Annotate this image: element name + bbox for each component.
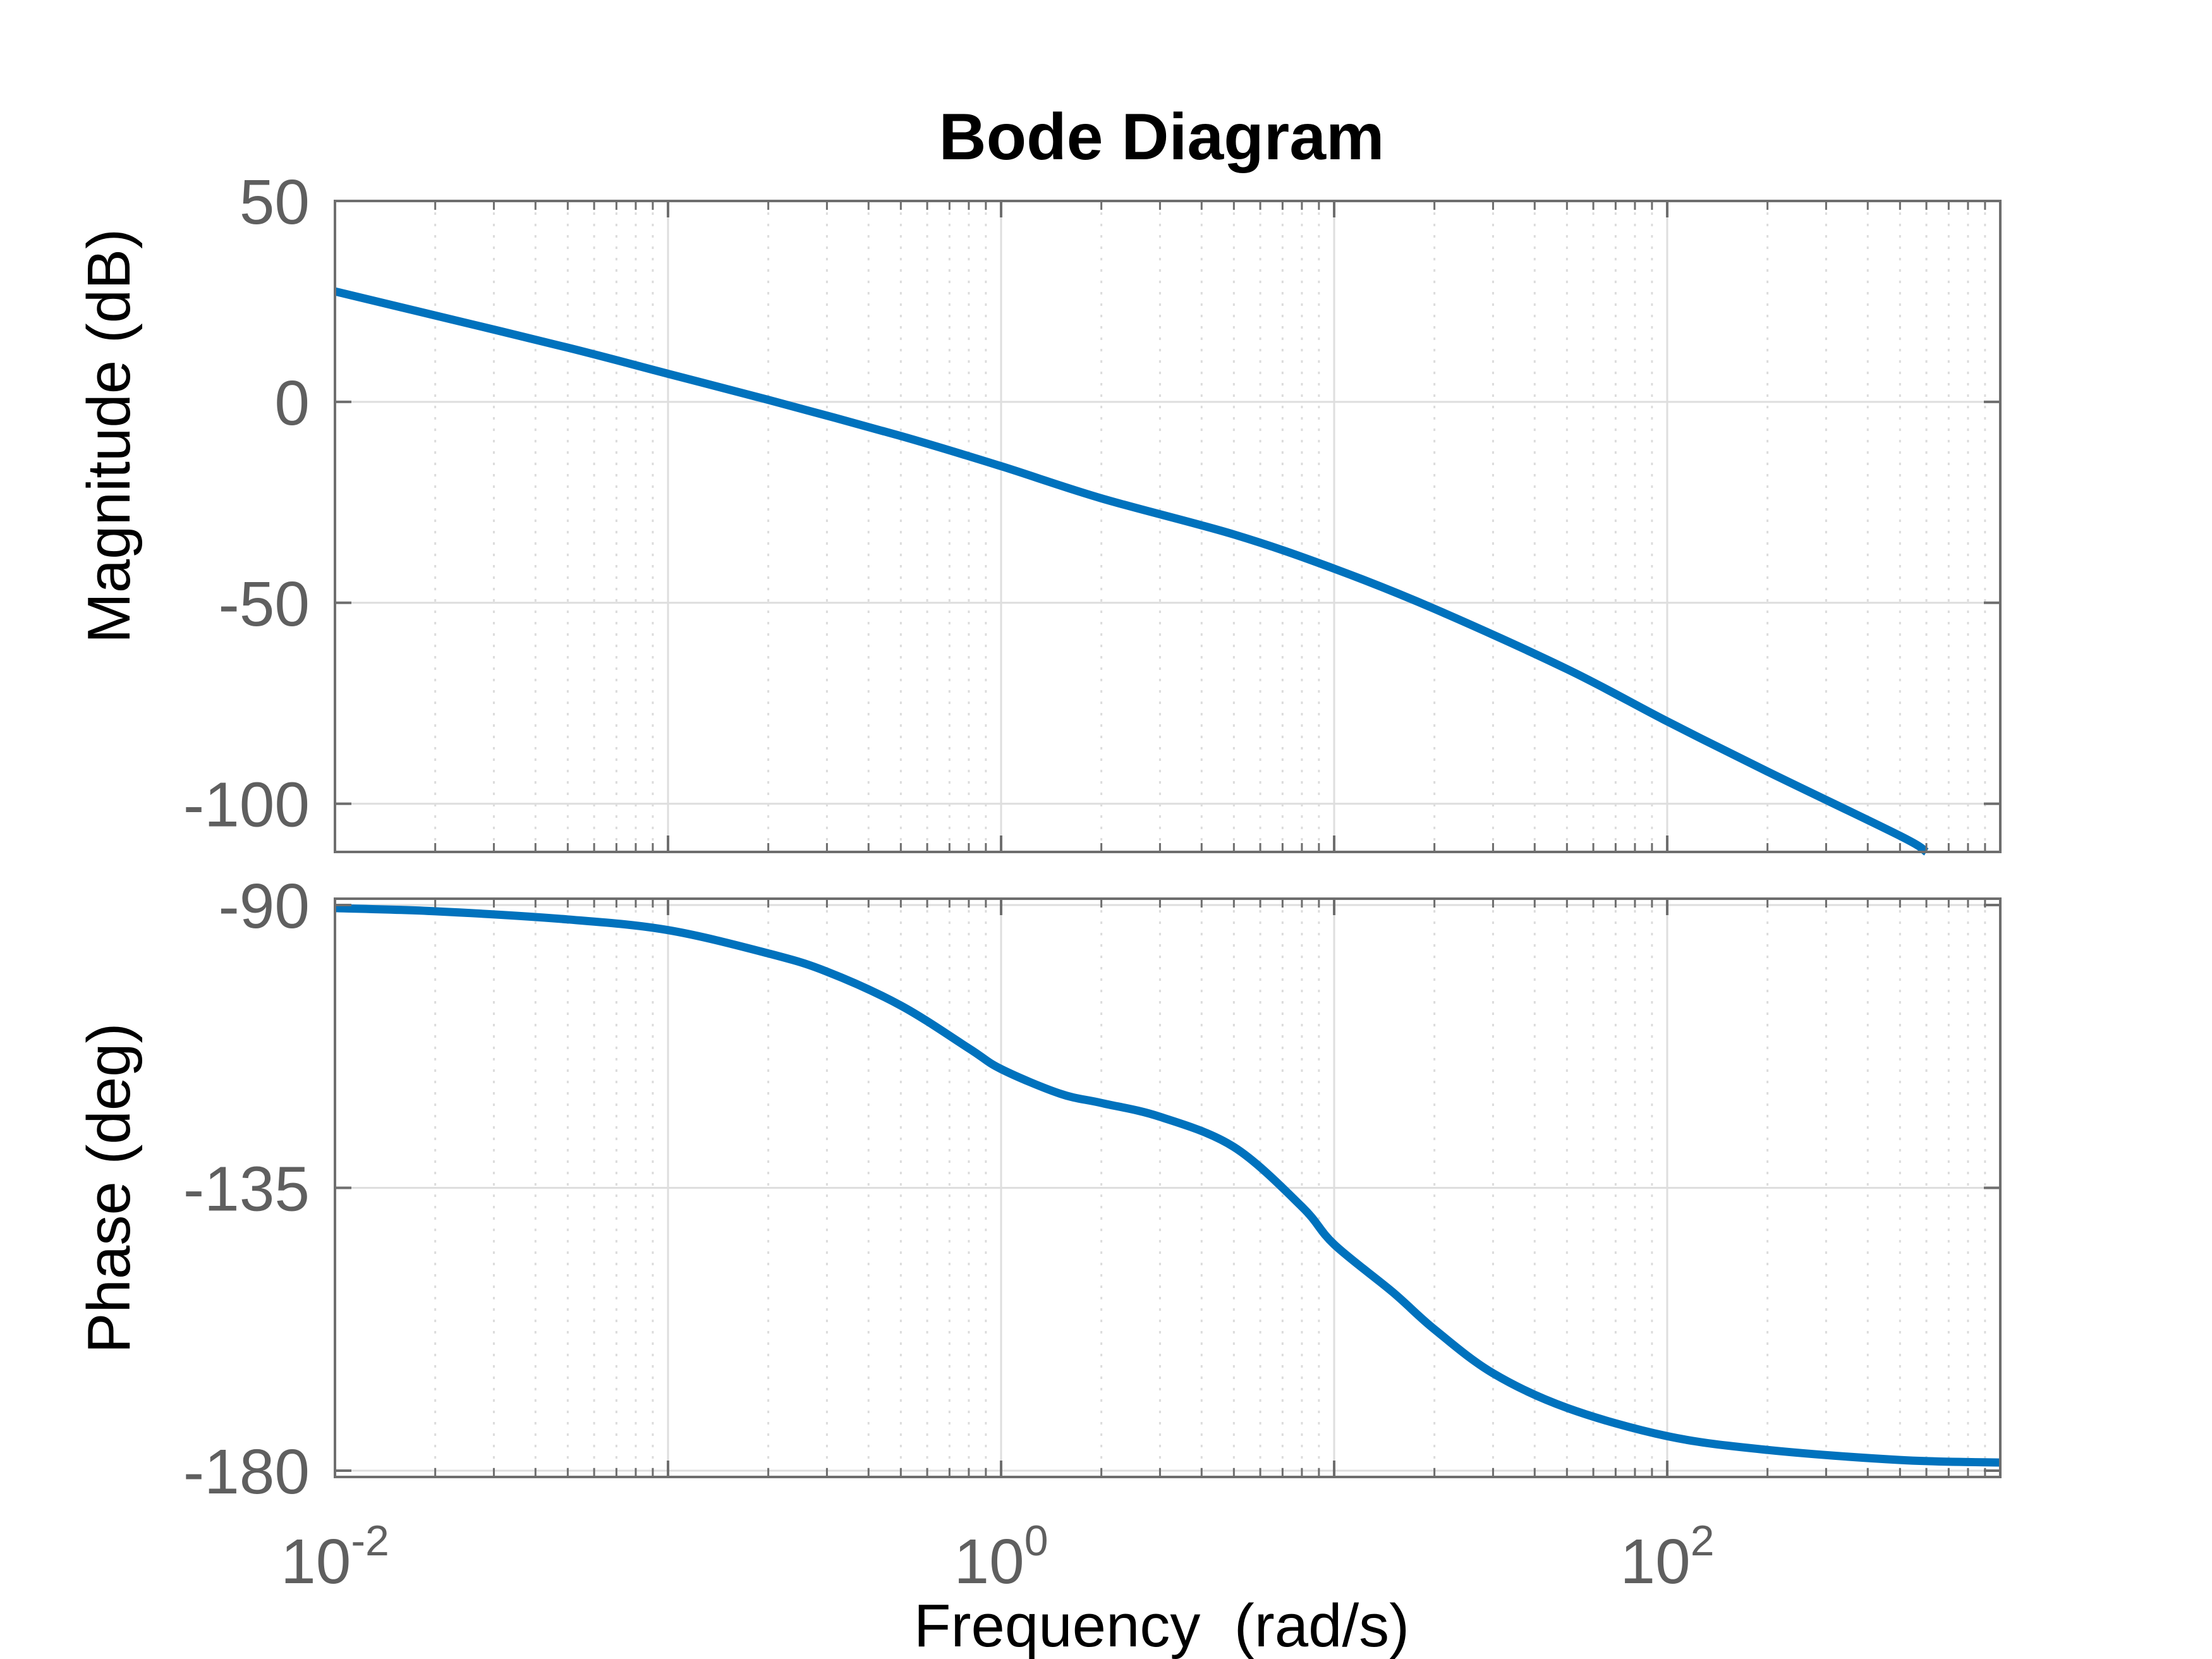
phase-axes: -90 -135 -180 <box>183 871 2002 1507</box>
phase-y-tick-label: -90 <box>218 871 310 942</box>
x-axis-label: Frequency (rad/s) <box>914 1592 1409 1659</box>
magnitude-y-tick-label: 0 <box>274 368 310 439</box>
magnitude-axes-frame <box>334 200 2002 853</box>
chart-title: Bode Diagram <box>939 100 1384 174</box>
magnitude-y-tick-label: -50 <box>218 569 310 640</box>
magnitude-y-tick-label: 50 <box>240 167 310 238</box>
phase-y-tick-label: -180 <box>183 1437 310 1507</box>
magnitude-y-tick-label: -100 <box>183 770 310 841</box>
phase-ylabel: Phase (deg) <box>75 1023 143 1354</box>
magnitude-curve <box>334 287 1929 856</box>
magnitude-axes: 50 0 -50 -100 <box>183 167 2002 856</box>
phase-curve <box>334 904 2001 1467</box>
magnitude-ylabel: Magnitude (dB) <box>75 229 143 643</box>
phase-y-tick-label: -135 <box>183 1154 310 1225</box>
x-tick-label: 10-2 <box>281 1517 389 1597</box>
x-tick-labels: 10-2 100 102 <box>281 1517 1714 1597</box>
x-tick-label: 102 <box>1620 1517 1714 1597</box>
x-tick-label: 100 <box>954 1517 1048 1597</box>
